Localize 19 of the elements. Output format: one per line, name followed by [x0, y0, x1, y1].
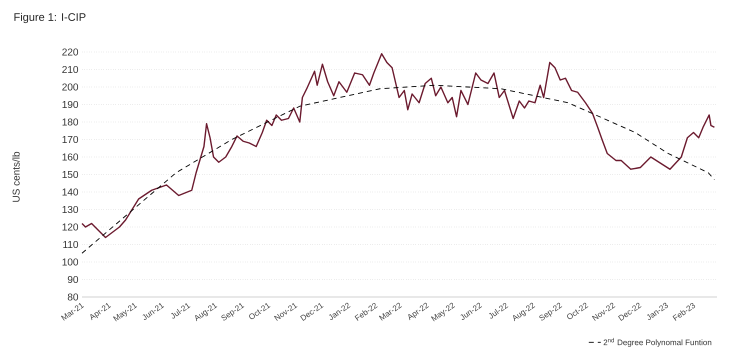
y-tick-label: 160	[62, 153, 78, 161]
chart-title: Figure 1: I-CIP	[14, 12, 86, 24]
y-tick-label: 110	[63, 240, 78, 248]
y-tick-label: 170	[62, 136, 78, 144]
line-series	[82, 84, 715, 254]
y-tick-label: 100	[62, 258, 78, 266]
y-tick-label: 190	[62, 100, 78, 108]
y-tick-label: 210	[62, 66, 78, 74]
y-tick-label: 150	[62, 170, 78, 178]
y-tick-label: 80	[68, 293, 78, 301]
y-tick-label: 180	[62, 118, 78, 126]
y-tick-label: 120	[62, 223, 78, 231]
y-axis-title: US cents/lb	[12, 152, 20, 202]
y-tick-label: 130	[62, 206, 78, 214]
y-tick-label: 90	[68, 276, 78, 284]
y-tick-label: 220	[62, 48, 78, 56]
y-tick-label: 200	[62, 83, 78, 91]
legend-label: 2$^{nd}$ Degree Polynomal Funtion	[604, 338, 712, 347]
y-tick-label: 140	[62, 188, 78, 196]
